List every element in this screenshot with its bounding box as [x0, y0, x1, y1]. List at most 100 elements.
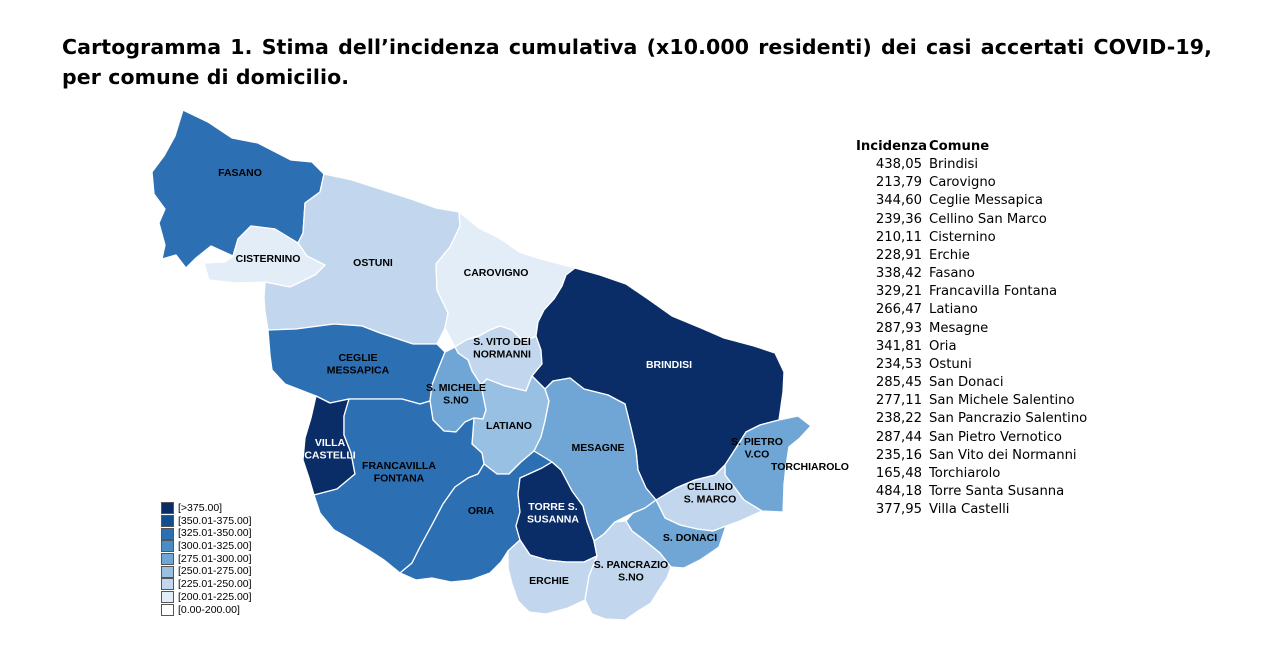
map-label-fasano: FASANO — [218, 167, 262, 179]
legend-label: [>375.00] — [178, 502, 223, 514]
comune-name: Brindisi — [929, 157, 979, 173]
incidence-value: 329,21 — [875, 284, 922, 300]
incidence-value: 285,45 — [875, 375, 922, 391]
comune-name: Carovigno — [929, 175, 996, 191]
comune-name: Villa Castelli — [929, 502, 1010, 518]
comune-name: San Pietro Vernotico — [929, 429, 1062, 445]
legend-item: [225.01-250.00] — [161, 578, 252, 591]
legend-label: [350.01-375.00] — [178, 514, 252, 527]
comune-name: Torre Santa Susanna — [929, 483, 1065, 499]
table-row: 165,48 Torchiarolo — [856, 465, 1087, 483]
incidence-value: 266,47 — [875, 302, 922, 318]
map-label-sdonaci: S. DONACI — [663, 532, 717, 544]
table-row: 438,05 Brindisi — [856, 156, 1087, 174]
legend-item: [275.01-300.00] — [161, 553, 252, 566]
incidence-value: 341,81 — [875, 338, 922, 354]
comune-name: Oria — [929, 338, 957, 354]
incidence-value: 213,79 — [875, 175, 922, 191]
incidence-table: Incidenza Comune 438,05 Brindisi 213,79 Car… — [856, 138, 1087, 519]
table-row: 235,16 San Vito dei Normanni — [856, 447, 1087, 465]
incidence-value: 277,11 — [875, 393, 922, 409]
map-label-torre: TORRE S. SUSANNA — [527, 501, 579, 526]
incidence-value: 344,60 — [875, 193, 922, 209]
legend-item: [>375.00] — [161, 502, 252, 515]
incidence-value: 438,05 — [875, 157, 922, 173]
legend-item: [300.01-325.00] — [161, 540, 252, 553]
incidence-value: 210,11 — [875, 229, 922, 245]
legend-item: [0.00-200.00] — [161, 604, 252, 617]
comune-name: Cisternino — [929, 229, 996, 245]
legend-item: [200.01-225.00] — [161, 591, 252, 604]
map-label-villa: VILLA CASTELLI — [304, 437, 355, 462]
region-spancrazio[interactable] — [584, 520, 672, 621]
comune-name: Fasano — [929, 266, 975, 282]
incidence-value: 338,42 — [875, 266, 922, 282]
comune-name: Cellino San Marco — [929, 211, 1047, 227]
map-label-oria: ORIA — [468, 505, 495, 517]
incidence-value: 287,44 — [875, 429, 922, 445]
legend-label: [275.01-300.00] — [178, 552, 252, 565]
table-row: 344,60 Ceglie Messapica — [856, 192, 1087, 210]
incidence-value: 238,22 — [875, 411, 922, 427]
legend-swatch — [161, 515, 174, 528]
table-row: 287,44 San Pietro Vernotico — [856, 429, 1087, 447]
legend-swatch — [161, 527, 174, 540]
map-legend: [>375.00] [350.01-375.00] [325.01-350.00][… — [161, 502, 252, 616]
comune-name: Mesagne — [929, 320, 989, 336]
incidence-value: 287,93 — [875, 320, 922, 336]
table-row: 285,45 San Donaci — [856, 374, 1087, 392]
header-comune: Comune — [929, 139, 990, 154]
legend-swatch — [161, 502, 174, 515]
map-label-ceglie: CEGLIE MESSAPICA — [327, 352, 390, 377]
table-row: 213,79 Carovigno — [856, 174, 1087, 192]
map-label-spancrazio: S. PANCRAZIO S.NO — [594, 559, 668, 584]
table-row: 234,53 Ostuni — [856, 356, 1087, 374]
table-row: 484,18 Torre Santa Susanna — [856, 483, 1087, 501]
comune-name: Erchie — [929, 247, 970, 263]
comune-name: San Vito dei Normanni — [929, 447, 1077, 463]
incidence-value: 484,18 — [875, 483, 922, 499]
comune-name: Torchiarolo — [929, 465, 1001, 481]
legend-item: [350.01-375.00] — [161, 515, 252, 528]
legend-item: [250.01-275.00] — [161, 565, 252, 578]
table-header: Incidenza Comune — [856, 138, 1087, 156]
table-row: 238,22 San Pancrazio Salentino — [856, 410, 1087, 428]
legend-label: [200.01-225.00] — [178, 590, 252, 603]
table-row: 277,11 San Michele Salentino — [856, 392, 1087, 410]
map-label-latiano: LATIANO — [486, 420, 532, 432]
region-oria[interactable] — [399, 450, 553, 583]
comune-name: Ceglie Messapica — [929, 193, 1044, 209]
incidence-value: 228,91 — [875, 247, 922, 263]
map-label-svito: S. VITO DEI NORMANNI — [473, 336, 531, 361]
region-torchiarolo[interactable] — [783, 425, 840, 506]
page-title: Cartogramma 1. Stima dell’incidenza cumu… — [62, 35, 1212, 89]
map-label-brindisi: BRINDISI — [646, 359, 692, 371]
legend-swatch — [161, 603, 174, 616]
table-row: 239,36 Cellino San Marco — [856, 211, 1087, 229]
incidence-value: 165,48 — [875, 465, 922, 481]
map-label-erchie: ERCHIE — [529, 575, 569, 587]
legend-swatch — [161, 553, 174, 566]
table-row: 210,11 Cisternino — [856, 229, 1087, 247]
table-row: 266,47 Latiano — [856, 301, 1087, 319]
map-label-smichele: S. MICHELE S.NO — [426, 382, 486, 407]
legend-label: [300.01-325.00] — [178, 540, 252, 553]
comune-name: San Michele Salentino — [929, 393, 1075, 409]
map-label-francavilla: FRANCAVILLA FONTANA — [362, 460, 436, 485]
map-label-spietro: S. PIETRO V.CO — [731, 436, 783, 461]
legend-label: [0.00-200.00] — [178, 603, 240, 616]
table-row: 338,42 Fasano — [856, 265, 1087, 283]
map-label-carovigno: CAROVIGNO — [464, 267, 529, 279]
region-spietro[interactable] — [724, 415, 812, 513]
map-label-torchiarolo: TORCHIAROLO — [771, 461, 849, 473]
comune-name: Ostuni — [929, 356, 972, 372]
incidence-value: 377,95 — [875, 502, 922, 518]
map-label-mesagne: MESAGNE — [571, 442, 624, 454]
legend-swatch — [161, 591, 174, 604]
table-row: 329,21 Francavilla Fontana — [856, 283, 1087, 301]
incidence-value: 235,16 — [875, 447, 922, 463]
legend-label: [250.01-275.00] — [178, 565, 252, 578]
table-row: 287,93 Mesagne — [856, 320, 1087, 338]
comune-name: Francavilla Fontana — [929, 284, 1058, 300]
